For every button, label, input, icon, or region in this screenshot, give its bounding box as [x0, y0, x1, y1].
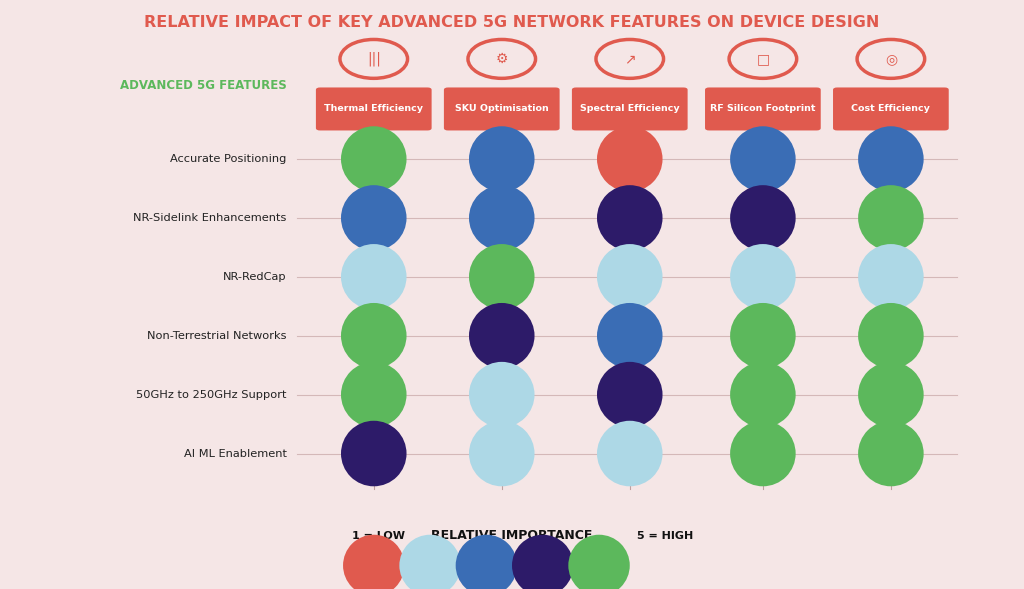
- Text: 50GHz to 250GHz Support: 50GHz to 250GHz Support: [136, 390, 287, 399]
- Text: ADVANCED 5G FEATURES: ADVANCED 5G FEATURES: [120, 79, 287, 92]
- Text: Accurate Positioning: Accurate Positioning: [170, 154, 287, 164]
- Ellipse shape: [597, 362, 663, 428]
- Text: Non-Terrestrial Networks: Non-Terrestrial Networks: [147, 331, 287, 340]
- Ellipse shape: [341, 126, 407, 192]
- Ellipse shape: [341, 362, 407, 428]
- Text: ↗: ↗: [624, 52, 636, 66]
- Ellipse shape: [341, 421, 407, 487]
- Ellipse shape: [456, 535, 517, 589]
- Text: |||: |||: [367, 52, 381, 66]
- Text: Spectral Efficiency: Spectral Efficiency: [580, 104, 680, 114]
- FancyBboxPatch shape: [444, 88, 559, 131]
- Text: Cost Efficiency: Cost Efficiency: [851, 104, 931, 114]
- Ellipse shape: [597, 421, 663, 487]
- Ellipse shape: [597, 303, 663, 369]
- FancyBboxPatch shape: [571, 88, 688, 131]
- Ellipse shape: [858, 185, 924, 251]
- Text: RELATIVE IMPACT OF KEY ADVANCED 5G NETWORK FEATURES ON DEVICE DESIGN: RELATIVE IMPACT OF KEY ADVANCED 5G NETWO…: [144, 15, 880, 29]
- Ellipse shape: [512, 535, 573, 589]
- Text: NR-Sidelink Enhancements: NR-Sidelink Enhancements: [133, 213, 287, 223]
- Ellipse shape: [343, 535, 404, 589]
- Ellipse shape: [858, 126, 924, 192]
- Text: RF Silicon Footprint: RF Silicon Footprint: [710, 104, 816, 114]
- Ellipse shape: [568, 535, 630, 589]
- Ellipse shape: [858, 303, 924, 369]
- Text: ⚙: ⚙: [496, 52, 508, 66]
- Text: Thermal Efficiency: Thermal Efficiency: [325, 104, 423, 114]
- Ellipse shape: [469, 421, 535, 487]
- FancyBboxPatch shape: [315, 88, 432, 131]
- Ellipse shape: [469, 244, 535, 310]
- Ellipse shape: [730, 244, 796, 310]
- Ellipse shape: [730, 303, 796, 369]
- Ellipse shape: [341, 185, 407, 251]
- Ellipse shape: [469, 303, 535, 369]
- Ellipse shape: [730, 421, 796, 487]
- Text: □: □: [757, 52, 769, 66]
- Ellipse shape: [597, 185, 663, 251]
- Ellipse shape: [730, 185, 796, 251]
- Ellipse shape: [858, 421, 924, 487]
- Ellipse shape: [469, 185, 535, 251]
- FancyBboxPatch shape: [705, 88, 821, 131]
- Ellipse shape: [730, 362, 796, 428]
- Text: AI ML Enablement: AI ML Enablement: [183, 449, 287, 458]
- Text: SKU Optimisation: SKU Optimisation: [455, 104, 549, 114]
- Ellipse shape: [341, 244, 407, 310]
- Text: ◎: ◎: [885, 52, 897, 66]
- Ellipse shape: [341, 303, 407, 369]
- Text: 1 = LOW: 1 = LOW: [352, 531, 406, 541]
- Text: 5 = HIGH: 5 = HIGH: [638, 531, 693, 541]
- Ellipse shape: [597, 126, 663, 192]
- Text: RELATIVE IMPORTANCE: RELATIVE IMPORTANCE: [431, 530, 593, 542]
- Ellipse shape: [469, 126, 535, 192]
- Text: NR-RedCap: NR-RedCap: [223, 272, 287, 282]
- FancyBboxPatch shape: [834, 88, 948, 131]
- Ellipse shape: [858, 362, 924, 428]
- Ellipse shape: [858, 244, 924, 310]
- Ellipse shape: [730, 126, 796, 192]
- Ellipse shape: [469, 362, 535, 428]
- Ellipse shape: [597, 244, 663, 310]
- Ellipse shape: [399, 535, 461, 589]
